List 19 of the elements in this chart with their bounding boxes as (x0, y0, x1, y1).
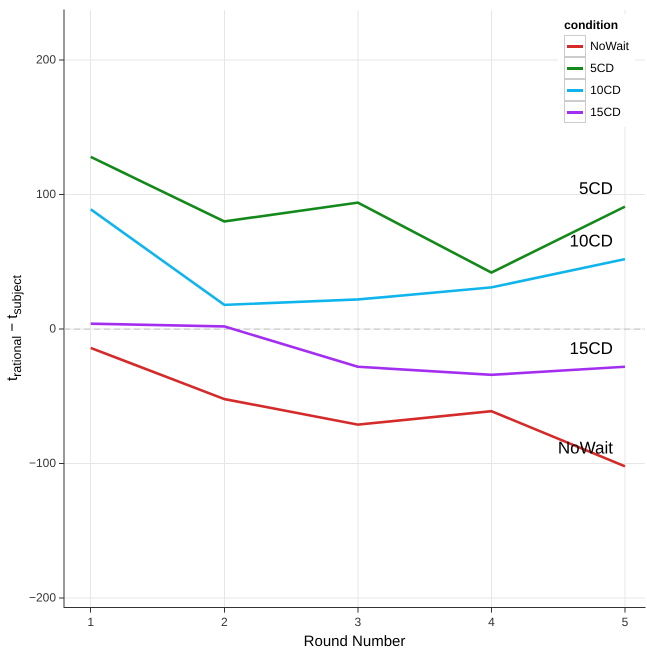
legend-label: NoWait (590, 39, 629, 53)
x-tick-label: 5 (622, 615, 629, 630)
x-tick-label: 2 (220, 615, 228, 630)
legend-label: 10CD (590, 83, 621, 97)
text: 15CD (570, 338, 613, 358)
y-tick-label: −100 (29, 456, 56, 470)
legend-label: 5CD (590, 61, 614, 75)
y-tick-label: −200 (29, 590, 56, 604)
text: 10CD (570, 231, 613, 250)
text: 5CD (578, 178, 613, 198)
x-tick-label: 4 (488, 615, 496, 630)
x-tick-label: 3 (354, 615, 362, 630)
y-tick-label: 100 (36, 186, 56, 201)
x-axis-title: Round Number (304, 633, 406, 650)
y-tick-label: 0 (49, 321, 56, 336)
y-tick-label: 200 (36, 52, 56, 66)
x-tick-label: 1 (87, 615, 94, 630)
legend-title: condition (564, 18, 620, 32)
legend-label: 15CD (590, 105, 621, 119)
